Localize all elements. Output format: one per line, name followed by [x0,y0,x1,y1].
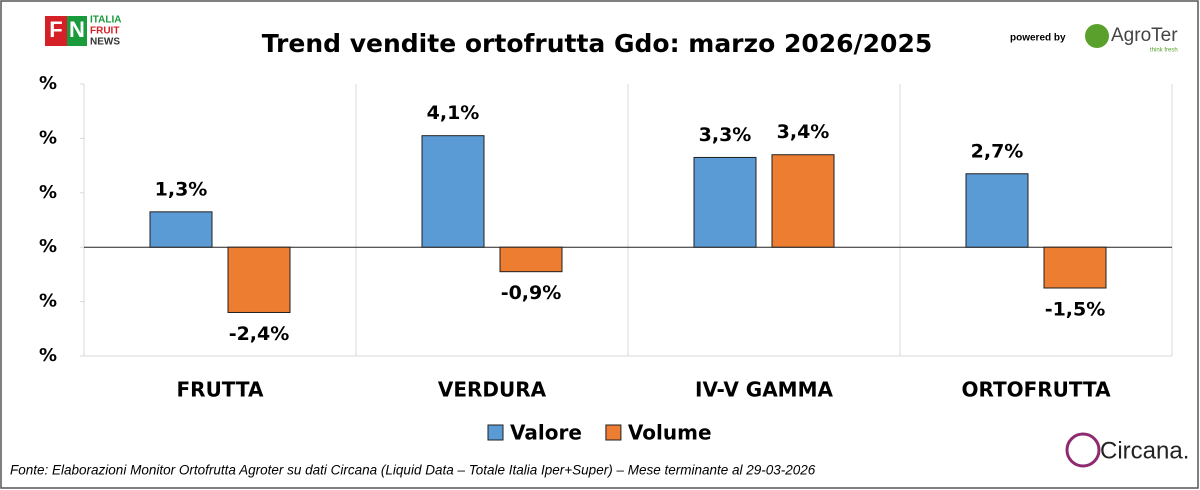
logo-letter: F [49,17,62,42]
agroter-logo: AgroTer [1111,25,1178,46]
bar [693,156,757,248]
bar [499,246,563,273]
y-tick-label: % [39,127,57,148]
y-tick-label: % [39,236,57,257]
logo-text: NEWS [90,37,120,48]
data-label: 1,3% [155,178,208,200]
legend-swatch [605,424,622,441]
logo-mark [67,16,87,46]
data-label: 2,7% [971,140,1024,162]
logo-mark [45,16,67,46]
data-label: 4,1% [427,102,480,124]
data-label: -1,5% [1045,299,1106,321]
legend-label: Volume [628,421,712,445]
agroter-icon [1085,24,1109,48]
bar [227,246,291,313]
legend-label: Valore [510,421,582,445]
data-label: -0,9% [501,282,562,304]
bar [421,135,485,248]
bar [965,173,1029,248]
bar [771,154,835,248]
x-tick-label: VERDURA [438,378,547,402]
y-tick-label: % [39,182,57,203]
logo-text: ITALIA [90,15,121,26]
y-tick-label: % [39,73,57,94]
bar [1043,246,1107,289]
agroter-tagline: think fresh [1150,48,1178,54]
y-tick-label: % [39,345,57,366]
x-tick-label: IV-V GAMMA [695,378,833,402]
logo-text: FRUIT [90,26,119,37]
legend-swatch [487,424,504,441]
data-label: -2,4% [229,323,290,345]
y-tick-label: % [39,291,57,312]
x-tick-label: ORTOFRUTTA [961,378,1111,402]
data-label: 3,3% [699,124,752,146]
bar [149,211,213,248]
data-label: 3,4% [777,121,830,143]
x-tick-label: FRUTTA [177,378,264,402]
logo-letter: N [69,17,85,42]
chart-title: Trend vendite ortofrutta Gdo: marzo 2026… [262,29,932,58]
powered-by: powered by [1010,33,1066,44]
circana-logo: Circana. [1100,437,1189,464]
circana-icon [1065,432,1101,468]
source-note: Fonte: Elaborazioni Monitor Ortofrutta A… [10,463,816,478]
